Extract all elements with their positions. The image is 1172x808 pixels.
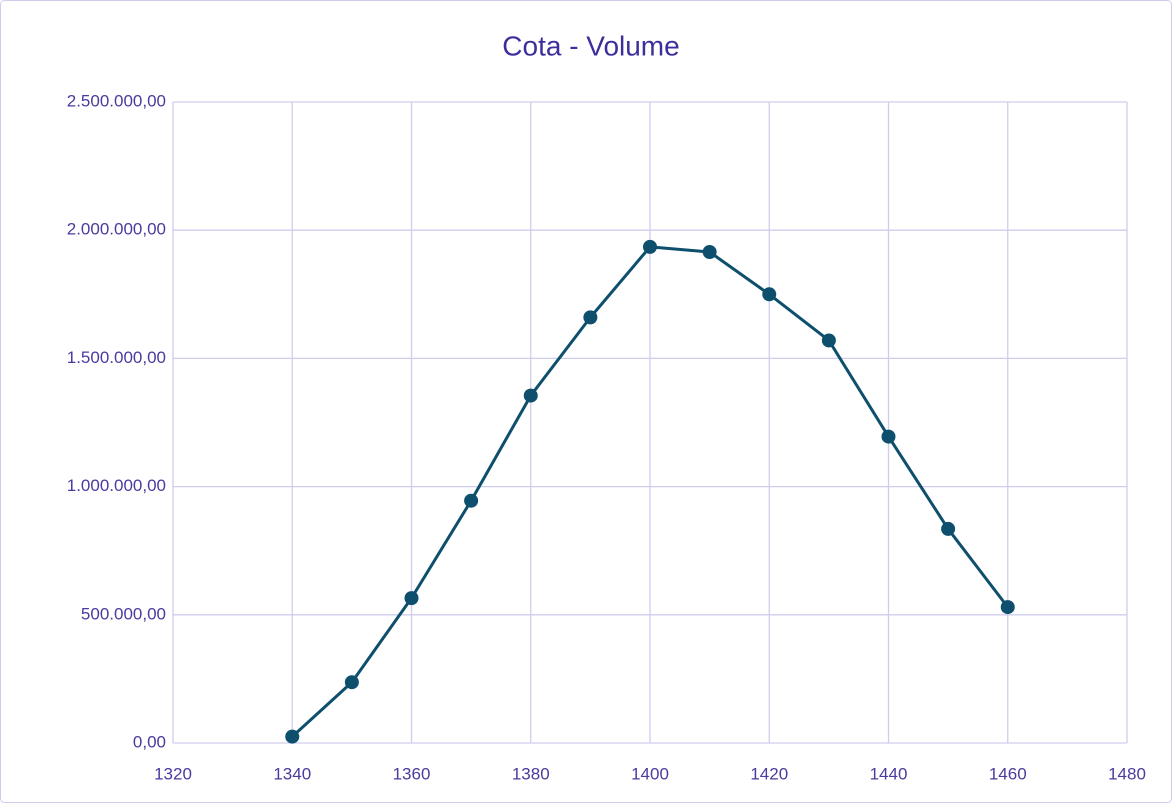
chart-title: Cota - Volume [502, 30, 679, 61]
data-point [702, 244, 717, 259]
y-tick-label: 2.500.000,00 [67, 91, 166, 110]
y-tick-label: 0,00 [133, 732, 166, 751]
data-point [285, 729, 300, 744]
y-tick-label: 2.000.000,00 [67, 220, 166, 239]
x-tick-label: 1380 [512, 764, 550, 783]
data-point [941, 521, 956, 536]
x-tick-label: 1440 [870, 764, 908, 783]
data-point [523, 388, 538, 403]
y-tick-label: 1.500.000,00 [67, 348, 166, 367]
x-tick-label: 1460 [989, 764, 1027, 783]
data-point [464, 493, 479, 508]
data-point [762, 287, 777, 302]
y-tick-label: 1.000.000,00 [67, 476, 166, 495]
data-point [404, 591, 419, 606]
data-point [344, 675, 359, 690]
y-tick-label: 500.000,00 [81, 604, 166, 623]
data-point [1000, 600, 1015, 615]
x-tick-label: 1360 [393, 764, 431, 783]
x-tick-label: 1340 [273, 764, 311, 783]
x-tick-label: 1320 [154, 764, 192, 783]
x-tick-label: 1420 [750, 764, 788, 783]
data-point [881, 429, 896, 444]
x-tick-label: 1400 [631, 764, 669, 783]
data-point [821, 333, 836, 348]
data-point [643, 239, 657, 254]
data-point [583, 310, 598, 325]
x-tick-label: 1480 [1108, 764, 1146, 783]
